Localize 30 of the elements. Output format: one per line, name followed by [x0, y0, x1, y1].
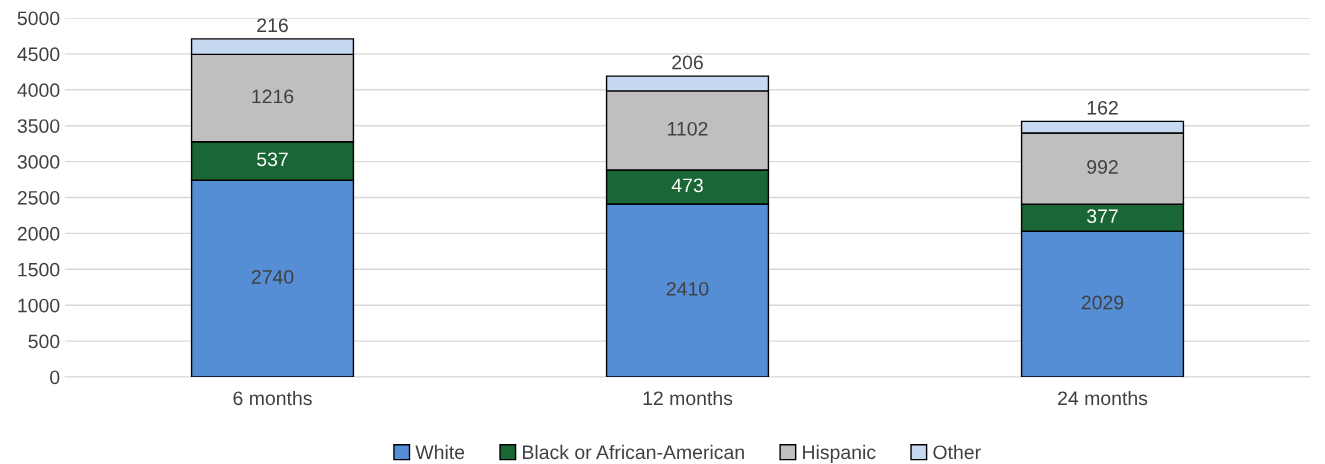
data-label: 537	[257, 152, 288, 167]
data-label: 377	[1087, 209, 1118, 223]
data-label: 2410	[666, 281, 709, 296]
x-tick-label: 12 months	[643, 390, 733, 406]
y-tick-label: 5000	[17, 11, 60, 26]
data-label: 1216	[252, 89, 294, 104]
y-tick-label: 2000	[17, 226, 60, 241]
data-label: 2029	[1081, 295, 1124, 310]
y-tick-label: 4000	[17, 83, 60, 98]
data-label: 992	[1087, 160, 1118, 174]
y-tick-label: 3000	[17, 155, 60, 169]
data-label: 162	[1087, 100, 1118, 115]
x-tick-label: 24 months	[1058, 390, 1148, 406]
data-label: 206	[672, 55, 703, 70]
y-tick-label: 3500	[17, 119, 60, 133]
y-tick-label: 4500	[17, 47, 60, 62]
data-label: 216	[257, 18, 288, 33]
legend-label: Black or African-American	[523, 444, 744, 460]
data-label: 473	[671, 178, 703, 193]
y-tick-label: 0	[50, 370, 60, 385]
y-tick-label: 500	[28, 334, 60, 349]
legend-label: Hispanic	[803, 444, 876, 463]
data-label: 1102	[668, 121, 708, 136]
legend-label: Other	[933, 444, 981, 460]
y-tick-label: 1000	[18, 298, 60, 313]
legend-label: White	[415, 444, 465, 460]
x-tick-label: 6 months	[233, 390, 312, 406]
data-label: 2740	[251, 270, 294, 284]
y-tick-label: 2500	[17, 190, 60, 205]
y-tick-label: 1500	[18, 262, 60, 277]
